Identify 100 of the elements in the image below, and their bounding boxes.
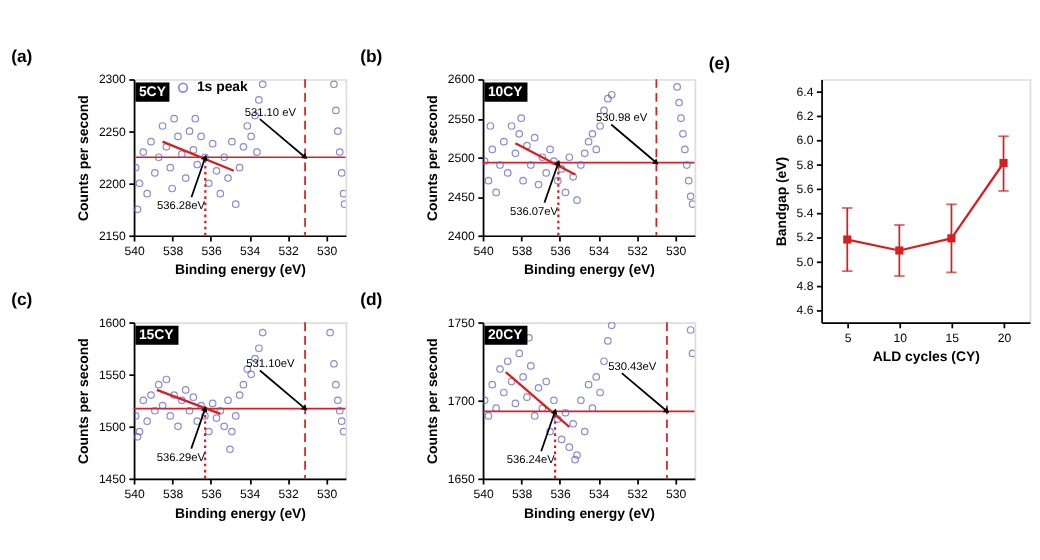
point <box>947 234 956 243</box>
point <box>895 246 904 255</box>
chart-title: (b) <box>360 45 383 66</box>
point <box>486 122 495 130</box>
point <box>177 150 186 158</box>
point <box>162 142 171 151</box>
point <box>143 189 152 198</box>
point <box>204 427 213 436</box>
point <box>517 114 526 123</box>
chart-title: (d) <box>360 288 383 309</box>
point <box>843 235 852 244</box>
point <box>235 163 244 172</box>
point <box>151 406 159 415</box>
point <box>239 380 248 389</box>
point <box>492 404 501 412</box>
point <box>162 375 171 384</box>
point <box>139 148 148 156</box>
point <box>158 401 167 410</box>
point <box>224 396 232 405</box>
point <box>569 419 578 428</box>
point <box>185 406 194 415</box>
point <box>208 399 217 408</box>
point <box>326 328 334 337</box>
point <box>332 106 340 115</box>
point <box>255 96 263 104</box>
point <box>523 393 531 402</box>
point <box>519 373 527 381</box>
point <box>154 380 163 389</box>
point <box>204 179 213 188</box>
point <box>565 153 574 162</box>
point <box>573 451 581 459</box>
point <box>682 161 691 169</box>
point <box>538 404 547 412</box>
point <box>335 148 344 156</box>
point <box>258 80 267 89</box>
point <box>503 169 512 177</box>
point <box>607 90 616 99</box>
point <box>185 127 194 136</box>
point <box>235 391 244 399</box>
point <box>228 137 236 146</box>
point <box>212 414 221 422</box>
point <box>216 406 225 415</box>
point <box>542 377 551 386</box>
point <box>335 406 344 415</box>
point <box>588 129 597 138</box>
point <box>519 176 527 185</box>
point <box>135 179 144 188</box>
point <box>675 98 683 107</box>
point <box>530 133 539 142</box>
point <box>133 205 142 214</box>
point <box>191 114 200 123</box>
point <box>330 360 338 368</box>
point <box>147 391 155 399</box>
point <box>571 455 579 464</box>
point <box>577 396 585 405</box>
point <box>584 137 593 146</box>
point <box>503 357 512 366</box>
point <box>534 383 543 392</box>
point <box>247 132 256 141</box>
point <box>600 357 608 366</box>
point <box>139 396 148 405</box>
point <box>332 380 340 389</box>
point <box>220 422 229 431</box>
point <box>677 114 685 123</box>
point <box>197 401 205 410</box>
point <box>197 132 205 141</box>
point <box>189 146 198 154</box>
point <box>561 408 570 417</box>
point <box>224 174 232 182</box>
point <box>258 328 267 337</box>
point <box>488 380 497 389</box>
chart-title: (e) <box>708 52 731 73</box>
point <box>553 415 562 423</box>
point <box>681 145 689 154</box>
point <box>247 370 256 379</box>
point <box>596 122 604 130</box>
point <box>580 427 589 436</box>
point <box>143 417 152 426</box>
point <box>333 396 342 405</box>
point <box>253 148 261 156</box>
point <box>507 377 516 386</box>
point <box>208 139 217 148</box>
point <box>193 160 202 169</box>
point <box>333 127 342 136</box>
point <box>174 422 182 431</box>
point <box>592 145 601 154</box>
point <box>515 349 524 358</box>
point <box>603 337 612 345</box>
point <box>523 141 531 150</box>
point <box>147 137 155 146</box>
point <box>239 142 248 151</box>
point <box>484 176 493 185</box>
point <box>507 122 516 130</box>
point <box>212 166 221 175</box>
point <box>573 196 581 205</box>
point <box>166 412 175 420</box>
point <box>492 188 501 197</box>
point <box>584 380 593 389</box>
point <box>135 427 144 436</box>
point <box>526 161 535 169</box>
